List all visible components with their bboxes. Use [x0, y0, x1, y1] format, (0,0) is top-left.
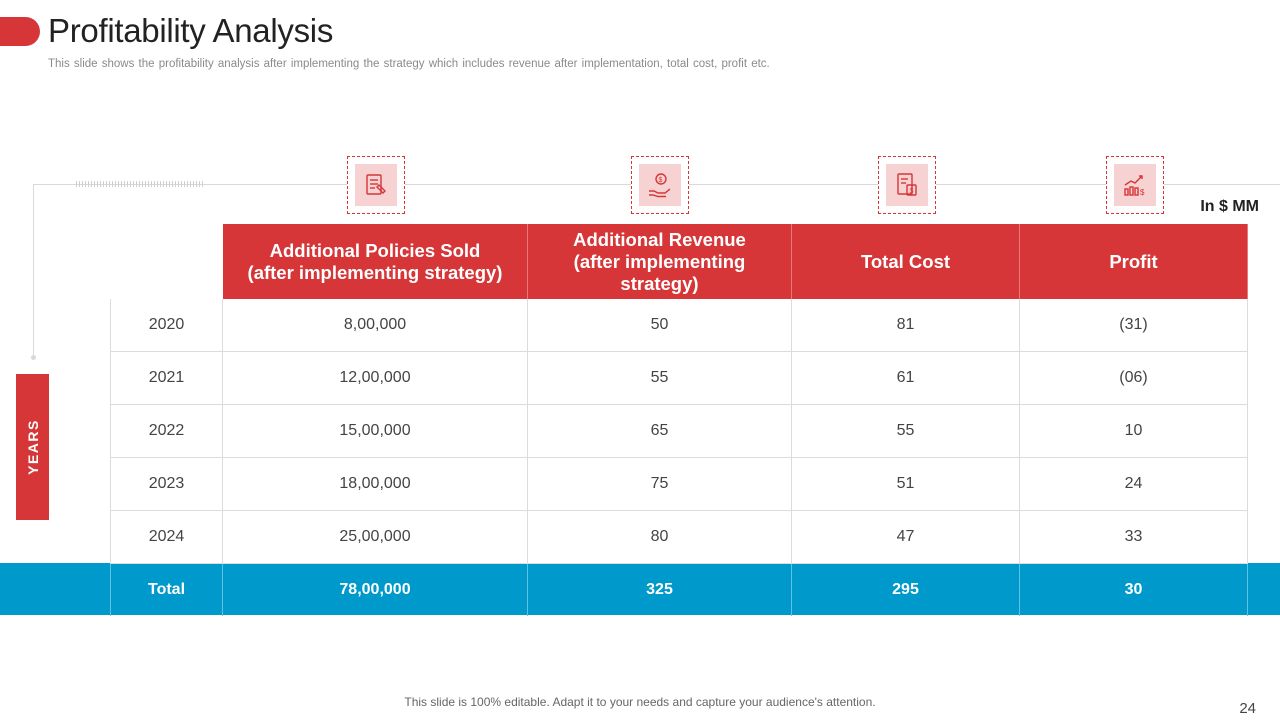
cost-cell: 81	[792, 299, 1020, 352]
profit-cell: 24	[1020, 458, 1248, 511]
unit-label: In $ MM	[1200, 198, 1259, 215]
growth-chart-icon: $	[1124, 175, 1145, 197]
header-corner	[110, 224, 223, 299]
header-profit: Profit	[1020, 224, 1248, 299]
connector-dot	[31, 355, 36, 360]
table-row: 2021 12,00,000 55 61 (06)	[110, 352, 1248, 405]
profit-cell: 10	[1020, 405, 1248, 458]
revenue-cell: 80	[528, 511, 792, 564]
policies-cell: 25,00,000	[223, 511, 528, 564]
table-row: 2024 25,00,000 80 47 33	[110, 511, 1248, 564]
growth-chart-icon-box: $	[1106, 156, 1164, 214]
profit-cell: (06)	[1020, 352, 1248, 405]
money-hand-icon: $	[649, 173, 671, 198]
header-additional-revenue: Additional Revenue (after implementing s…	[528, 224, 792, 299]
year-cell: 2023	[110, 458, 223, 511]
table-row: 2023 18,00,000 75 51 24	[110, 458, 1248, 511]
page-title: Profitability Analysis	[48, 12, 334, 49]
money-hand-icon-box: $	[631, 156, 689, 214]
policies-cell: 12,00,000	[223, 352, 528, 405]
profit-cell: 33	[1020, 511, 1248, 564]
policy-document-icon-box	[347, 156, 405, 214]
header-total-cost: Total Cost	[792, 224, 1020, 299]
revenue-cell: 55	[528, 352, 792, 405]
profitability-table: Additional Policies Sold (after implemen…	[110, 224, 1248, 616]
title-accent-pill	[0, 17, 40, 46]
year-cell: 2021	[110, 352, 223, 405]
total-label-cell: Total	[110, 564, 223, 616]
total-policies-cell: 78,00,000	[223, 564, 528, 616]
svg-text:$: $	[659, 177, 663, 184]
year-cell: 2024	[110, 511, 223, 564]
invoice-icon: $	[897, 173, 917, 196]
svg-text:$: $	[910, 188, 914, 195]
profit-cell: (31)	[1020, 299, 1248, 352]
hatch-decoration	[76, 181, 204, 187]
cost-cell: 47	[792, 511, 1020, 564]
years-label-text: YEARS	[24, 419, 41, 475]
page-subtitle: This slide shows the profitability analy…	[48, 58, 770, 70]
total-cost-cell: 295	[792, 564, 1020, 616]
revenue-cell: 75	[528, 458, 792, 511]
table-header-row: Additional Policies Sold (after implemen…	[110, 224, 1248, 299]
header-policies-sold: Additional Policies Sold (after implemen…	[223, 224, 528, 299]
footer-note: This slide is 100% editable. Adapt it to…	[404, 695, 876, 709]
cost-cell: 55	[792, 405, 1020, 458]
table-row: 2022 15,00,000 65 55 10	[110, 405, 1248, 458]
table-total-row: Total 78,00,000 325 295 30	[110, 564, 1248, 616]
policies-cell: 8,00,000	[223, 299, 528, 352]
revenue-cell: 50	[528, 299, 792, 352]
policies-cell: 15,00,000	[223, 405, 528, 458]
table-row: 2020 8,00,000 50 81 (31)	[110, 299, 1248, 352]
policy-document-icon	[366, 174, 386, 195]
svg-text:$: $	[1140, 188, 1145, 197]
invoice-icon-box: $	[878, 156, 936, 214]
years-label: YEARS	[16, 374, 49, 520]
revenue-cell: 65	[528, 405, 792, 458]
year-cell: 2020	[110, 299, 223, 352]
total-revenue-cell: 325	[528, 564, 792, 616]
cost-cell: 61	[792, 352, 1020, 405]
year-cell: 2022	[110, 405, 223, 458]
cost-cell: 51	[792, 458, 1020, 511]
connector-line-vertical	[33, 184, 34, 358]
page-number: 24	[1239, 700, 1256, 717]
total-row-band	[0, 563, 1280, 615]
total-profit-cell: 30	[1020, 564, 1248, 616]
policies-cell: 18,00,000	[223, 458, 528, 511]
